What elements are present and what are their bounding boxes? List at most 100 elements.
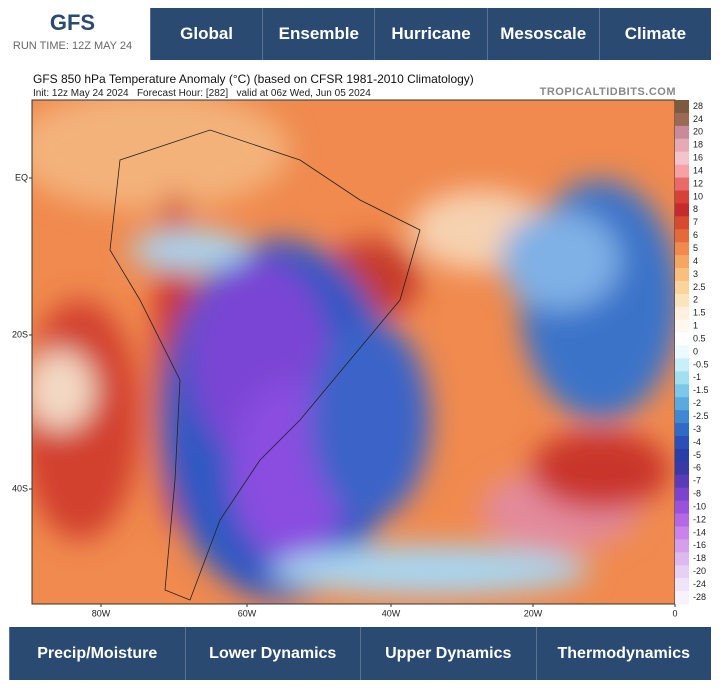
colorbar-swatch: [675, 242, 689, 256]
colorbar-label: 5: [693, 243, 698, 253]
colorbar-swatch: [675, 500, 689, 515]
colorbar-label: -24: [693, 579, 706, 589]
colorbar-label: 18: [693, 140, 703, 150]
nav-tab[interactable]: Mesoscale: [486, 8, 599, 60]
colorbar-swatch: [675, 332, 689, 347]
colorbar-swatch: [675, 526, 689, 540]
colorbar-label: 24: [693, 114, 703, 124]
lat-label: 40S: [12, 483, 28, 493]
colorbar-label: -5: [693, 450, 701, 460]
bottom-nav: Precip/Moisture Lower Dynamics Upper Dynam…: [9, 627, 711, 680]
colorbar-label: 28: [693, 101, 703, 111]
colorbar-swatch: [675, 448, 689, 463]
colorbar-swatch: [675, 578, 689, 592]
colorbar-swatch: [675, 487, 689, 502]
colorbar-swatch: [675, 423, 689, 437]
colorbar: 28 24 20 18 16 14 12 10 8 7 6 5 4 3 2.5 2 1.5 1 0.5 0 -0.5 -1…: [675, 100, 709, 605]
map-subtitle: Init: 12z May 24 2024 Forecast Hour: [28…: [33, 88, 371, 99]
colorbar-swatch: [675, 513, 689, 527]
colorbar-label: -2.5: [693, 411, 709, 421]
colorbar-swatch: [675, 306, 689, 321]
colorbar-swatch: [675, 280, 689, 295]
nav-tab[interactable]: Upper Dynamics: [360, 627, 536, 680]
nav-tab[interactable]: Precip/Moisture: [9, 627, 185, 680]
colorbar-label: 12: [693, 178, 703, 188]
colorbar-swatch: [675, 371, 689, 385]
colorbar-label: 2.5: [693, 282, 706, 292]
colorbar-swatch: [675, 229, 689, 243]
colorbar-label: -3: [693, 424, 701, 434]
colorbar-swatch: [675, 268, 689, 282]
map-axes: EQ 20S 40S 80W 60W 40W 20W 0: [12, 172, 678, 618]
lon-label: 20W: [524, 608, 543, 618]
top-nav: Global Ensemble Hurricane Mesoscale Climate: [150, 8, 711, 60]
colorbar-label: -4: [693, 437, 701, 447]
colorbar-label: -12: [693, 514, 706, 524]
credit: TROPICALTIDBITS.COM: [539, 86, 676, 98]
colorbar-label: -6: [693, 463, 701, 473]
colorbar-swatch: [675, 410, 689, 424]
colorbar-label: -7: [693, 476, 701, 486]
nav-tab[interactable]: Thermodynamics: [535, 627, 712, 680]
colorbar-swatch: [675, 345, 689, 359]
colorbar-swatch: [675, 461, 689, 476]
colorbar-label: 10: [693, 191, 703, 201]
colorbar-label: 4: [693, 256, 698, 266]
colorbar-swatch: [675, 100, 689, 114]
lon-label: 60W: [238, 608, 257, 618]
colorbar-label: -14: [693, 527, 706, 537]
colorbar-label: 20: [693, 127, 703, 137]
colorbar-swatch: [675, 203, 689, 217]
colorbar-swatch: [675, 151, 689, 166]
lon-label: 80W: [92, 608, 111, 618]
lon-label: 40W: [382, 608, 401, 618]
run-time: RUN TIME: 12Z MAY 24: [12, 40, 133, 52]
nav-tab[interactable]: Lower Dynamics: [184, 627, 361, 680]
colorbar-label: -20: [693, 566, 706, 576]
colorbar-swatch: [675, 358, 689, 372]
colorbar-swatch: [675, 591, 689, 605]
colorbar-swatch: [675, 474, 689, 489]
colorbar-label: 7: [693, 217, 698, 227]
colorbar-label: -8: [693, 489, 701, 499]
colorbar-label: -10: [693, 501, 706, 511]
colorbar-label: 8: [693, 204, 698, 214]
map-figure: 28 24 20 18 16 14 12 10 8 7 6 5 4 3 2.5 2 1.5 1 0.5 0 -0.5 -1…: [12, 99, 709, 618]
nav-tab[interactable]: Ensemble: [262, 8, 374, 60]
colorbar-swatch: [675, 384, 689, 398]
colorbar-label: 0.5: [693, 333, 706, 343]
colorbar-swatch: [675, 255, 689, 269]
logo: GFS RUN TIME: 12Z MAY 24: [0, 10, 145, 52]
colorbar-label: -2: [693, 398, 701, 408]
colorbar-swatch: [675, 397, 689, 411]
nav-tab[interactable]: Climate: [598, 8, 711, 60]
colorbar-swatch: [675, 293, 689, 308]
colorbar-swatch: [675, 164, 689, 179]
colorbar-swatch: [675, 552, 689, 566]
colorbar-label: 0: [693, 346, 698, 356]
map-image: [32, 100, 675, 604]
colorbar-label: -1.5: [693, 385, 709, 395]
colorbar-swatch: [675, 125, 689, 140]
lat-label: 20S: [12, 329, 28, 339]
nav-tab[interactable]: Hurricane: [374, 8, 486, 60]
colorbar-label: 16: [693, 153, 703, 163]
colorbar-swatch: [675, 138, 689, 153]
colorbar-swatch: [675, 112, 689, 127]
colorbar-label: 3: [693, 269, 698, 279]
lon-label: 0: [672, 608, 677, 618]
colorbar-label: 1.5: [693, 308, 706, 318]
colorbar-label: 2: [693, 295, 698, 305]
colorbar-label: -28: [693, 592, 706, 602]
logo-text[interactable]: GFS: [49, 10, 96, 35]
colorbar-label: -0.5: [693, 359, 709, 369]
map-title: GFS 850 hPa Temperature Anomaly (°C) (ba…: [33, 72, 474, 86]
colorbar-swatch: [675, 190, 689, 204]
lat-label: EQ: [15, 172, 28, 182]
colorbar-swatch: [675, 436, 689, 450]
nav-tab[interactable]: Global: [150, 8, 262, 60]
colorbar-label: 1: [693, 321, 698, 331]
colorbar-label: 6: [693, 230, 698, 240]
colorbar-label: -16: [693, 540, 706, 550]
